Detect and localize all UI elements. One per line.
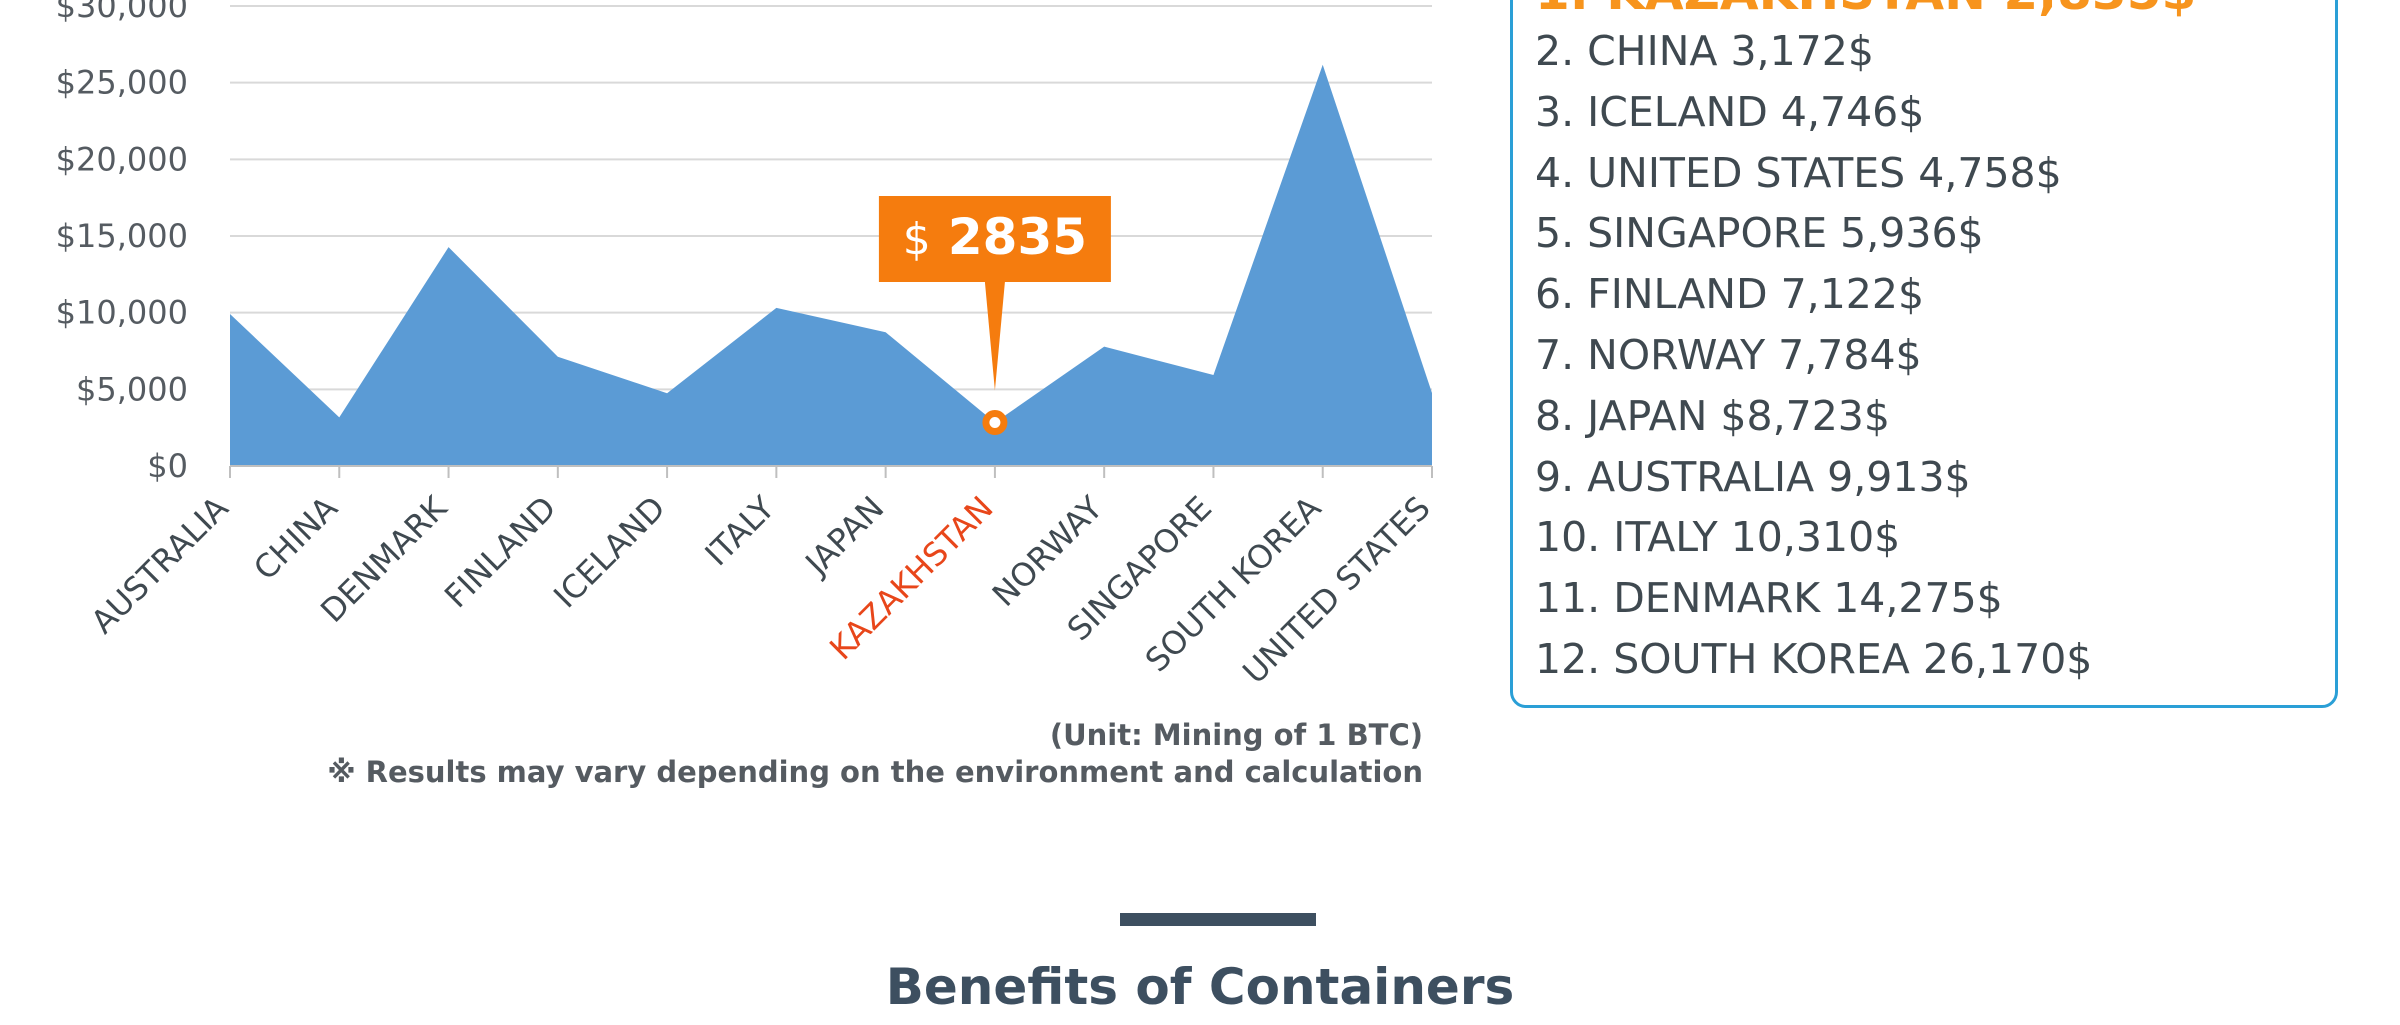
section-heading: Benefits of Containers (885, 958, 1515, 1016)
ranking-item: 3. ICELAND 4,746$ (1535, 87, 1925, 136)
y-tick-label: $15,000 (56, 217, 188, 255)
ranking-item: 6. FINLAND 7,122$ (1535, 270, 1925, 319)
area-chart: $0 $5,000 $10,000 $15,000 $20,000 $25,000 $30,… (56, 0, 1438, 691)
x-tick-label: ICELAND (546, 489, 673, 616)
y-axis-ticks: $0 $5,000 $10,000 $15,000 $20,000 $25,000 $30,… (56, 0, 188, 485)
x-axis-tick-marks (229, 466, 1433, 478)
section-divider-bar (1120, 913, 1316, 926)
x-tick-label: CHINA (246, 489, 345, 588)
callout-pointer (984, 282, 1005, 391)
ranking-item: 5. SINGAPORE 5,936$ (1535, 209, 1984, 258)
ranking-item: 10. ITALY 10,310$ (1535, 513, 1901, 562)
ranking-item: 12. SOUTH KOREA 26,170$ (1535, 634, 2093, 683)
x-tick-label: JAPAN (797, 489, 892, 584)
y-tick-label: $10,000 (56, 294, 188, 332)
x-tick-label: ITALY (698, 488, 783, 573)
y-tick-label: $30,000 (56, 0, 188, 25)
callout-value: 2835 (948, 208, 1087, 266)
ranking-item: 9. AUSTRALIA 9,913$ (1535, 452, 1971, 501)
series-area (230, 64, 1432, 466)
ranking-item: 7. NORWAY 7,784$ (1535, 330, 1922, 379)
ranking-item: 8. JAPAN $8,723$ (1535, 391, 1890, 440)
highlight-point-marker (982, 410, 1008, 436)
x-tick-label: FINLAND (437, 489, 563, 615)
ranking-first-place: 1. KAZAKHSTAN 2,835$ (1535, 0, 2196, 17)
ranking-item: 4. UNITED STATES 4,758$ (1535, 148, 2062, 197)
y-tick-label: $0 (147, 447, 188, 485)
ranking-item: 2. CHINA 3,172$ (1535, 27, 1874, 75)
x-tick-label: UNITED STATES (1235, 489, 1437, 691)
callout-prefix: $ (903, 214, 931, 265)
ranking-list: 2. CHINA 3,172$ 3. ICELAND 4,746$ 4. UNI… (1535, 21, 2092, 690)
highlight-callout: $ 2835 (878, 196, 1111, 436)
callout-label: $ 2835 (903, 208, 1087, 266)
ranking-panel: 1. KAZAKHSTAN 2,835$ 2. CHINA 3,172$ 3. … (1510, 0, 2338, 708)
y-tick-label: $25,000 (56, 64, 188, 102)
ranking-item: 11. DENMARK 14,275$ (1535, 574, 2003, 623)
unit-note: (Unit: Mining of 1 BTC) (1049, 718, 1423, 752)
callout-box (878, 196, 1111, 282)
y-tick-label: $5,000 (76, 370, 188, 408)
disclaimer-note: ※ Results may vary depending on the envi… (327, 755, 1423, 789)
y-tick-label: $20,000 (56, 140, 188, 178)
x-tick-label: AUSTRALIA (84, 489, 236, 641)
